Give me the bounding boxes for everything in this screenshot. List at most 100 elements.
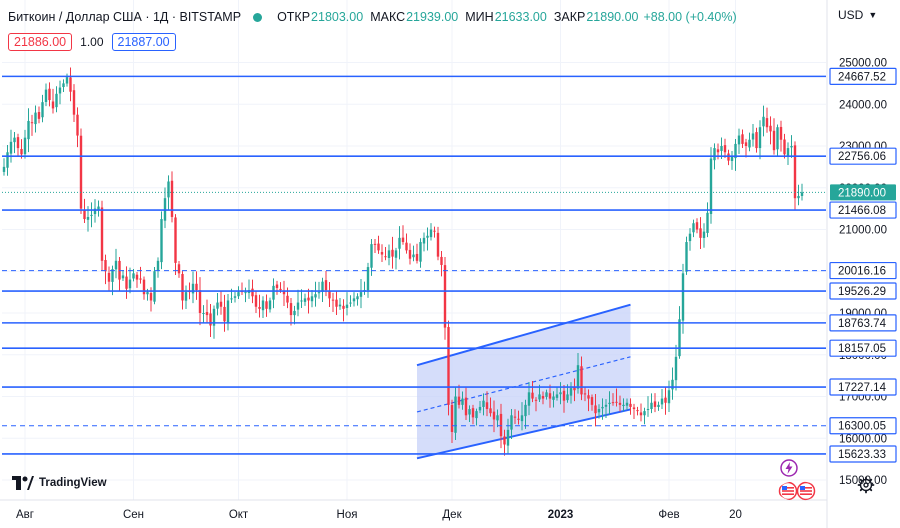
- candle[interactable]: [272, 278, 275, 309]
- candle[interactable]: [426, 227, 429, 251]
- candle[interactable]: [611, 393, 615, 406]
- candle[interactable]: [293, 305, 296, 325]
- candle[interactable]: [289, 298, 293, 326]
- candle[interactable]: [531, 381, 534, 403]
- candle[interactable]: [244, 287, 247, 303]
- candle[interactable]: [695, 218, 699, 234]
- candle[interactable]: [524, 399, 527, 429]
- candle[interactable]: [597, 404, 601, 419]
- candle[interactable]: [177, 261, 181, 278]
- candle[interactable]: [786, 142, 790, 166]
- level-price-label[interactable]: 17227.14: [829, 378, 897, 396]
- candle[interactable]: [772, 118, 776, 155]
- candle[interactable]: [450, 399, 454, 443]
- candle[interactable]: [594, 393, 597, 427]
- candle[interactable]: [503, 429, 506, 456]
- candle[interactable]: [132, 269, 135, 282]
- candle[interactable]: [793, 141, 797, 210]
- candle[interactable]: [191, 271, 195, 304]
- candle[interactable]: [303, 293, 307, 306]
- channel-lower-line[interactable]: [416, 408, 631, 460]
- candle[interactable]: [352, 292, 356, 307]
- candle[interactable]: [440, 251, 443, 277]
- candle[interactable]: [678, 306, 681, 359]
- candle[interactable]: [727, 149, 730, 166]
- candle[interactable]: [436, 226, 440, 261]
- candle[interactable]: [34, 105, 37, 133]
- candle[interactable]: [636, 406, 639, 416]
- candle[interactable]: [510, 409, 513, 439]
- candle[interactable]: [692, 219, 695, 238]
- candle[interactable]: [363, 281, 366, 295]
- candle[interactable]: [534, 397, 538, 412]
- candle[interactable]: [555, 386, 559, 401]
- candle[interactable]: [765, 107, 769, 133]
- candle[interactable]: [135, 272, 139, 288]
- level-price-label[interactable]: 22756.06: [829, 147, 897, 165]
- candle[interactable]: [562, 385, 566, 413]
- candle[interactable]: [482, 393, 485, 416]
- candle[interactable]: [254, 290, 258, 313]
- price-axis[interactable]: 25000.0024000.0023000.0022000.0021000.00…: [826, 0, 897, 528]
- candle[interactable]: [583, 387, 587, 402]
- candle[interactable]: [468, 405, 471, 422]
- candle[interactable]: [737, 128, 741, 155]
- candle[interactable]: [79, 128, 83, 214]
- candle[interactable]: [139, 266, 142, 284]
- candle[interactable]: [513, 409, 517, 425]
- candle[interactable]: [380, 244, 384, 263]
- candle[interactable]: [475, 408, 478, 426]
- tradingview-logo[interactable]: TradingView: [12, 472, 107, 494]
- candle[interactable]: [233, 291, 237, 303]
- candle[interactable]: [650, 393, 653, 414]
- candle[interactable]: [268, 297, 272, 313]
- candle[interactable]: [118, 257, 121, 291]
- candle[interactable]: [356, 293, 359, 306]
- candle[interactable]: [30, 114, 34, 136]
- candle[interactable]: [709, 147, 713, 224]
- candle[interactable]: [226, 293, 230, 331]
- candle[interactable]: [751, 124, 755, 147]
- candle[interactable]: [342, 299, 345, 322]
- horizontal-levels[interactable]: [2, 75, 826, 455]
- candle[interactable]: [580, 356, 583, 401]
- candle[interactable]: [405, 233, 408, 254]
- candle[interactable]: [464, 387, 468, 420]
- candle[interactable]: [282, 280, 286, 306]
- candle[interactable]: [762, 105, 765, 137]
- candle[interactable]: [20, 139, 23, 159]
- symbol-title[interactable]: Биткоин / Доллар США · 1Д · BITSTAMP: [8, 10, 242, 24]
- candle[interactable]: [601, 398, 604, 420]
- candle[interactable]: [706, 202, 709, 238]
- candle[interactable]: [93, 199, 97, 223]
- candle[interactable]: [653, 393, 657, 413]
- candle[interactable]: [408, 243, 412, 265]
- candle[interactable]: [27, 108, 30, 153]
- candle[interactable]: [506, 418, 510, 455]
- candle[interactable]: [776, 124, 779, 156]
- candle[interactable]: [419, 238, 422, 268]
- candle[interactable]: [730, 150, 734, 170]
- candle[interactable]: [608, 391, 611, 415]
- candle[interactable]: [755, 127, 758, 153]
- candle[interactable]: [335, 291, 338, 315]
- candle[interactable]: [615, 388, 618, 407]
- candle[interactable]: [104, 254, 107, 285]
- candle[interactable]: [657, 401, 660, 411]
- candle[interactable]: [541, 391, 545, 405]
- candle[interactable]: [237, 286, 240, 299]
- candle[interactable]: [429, 223, 433, 241]
- candle[interactable]: [23, 129, 27, 159]
- candle[interactable]: [783, 133, 786, 159]
- candle[interactable]: [349, 295, 352, 307]
- candle[interactable]: [310, 289, 314, 308]
- candle[interactable]: [170, 171, 174, 223]
- candle[interactable]: [163, 187, 167, 229]
- candle[interactable]: [545, 389, 548, 400]
- candle[interactable]: [769, 116, 772, 145]
- candle[interactable]: [366, 262, 370, 298]
- candle[interactable]: [639, 403, 643, 422]
- candle[interactable]: [699, 217, 702, 250]
- level-price-label[interactable]: 15623.33: [829, 445, 897, 463]
- candle[interactable]: [331, 292, 335, 312]
